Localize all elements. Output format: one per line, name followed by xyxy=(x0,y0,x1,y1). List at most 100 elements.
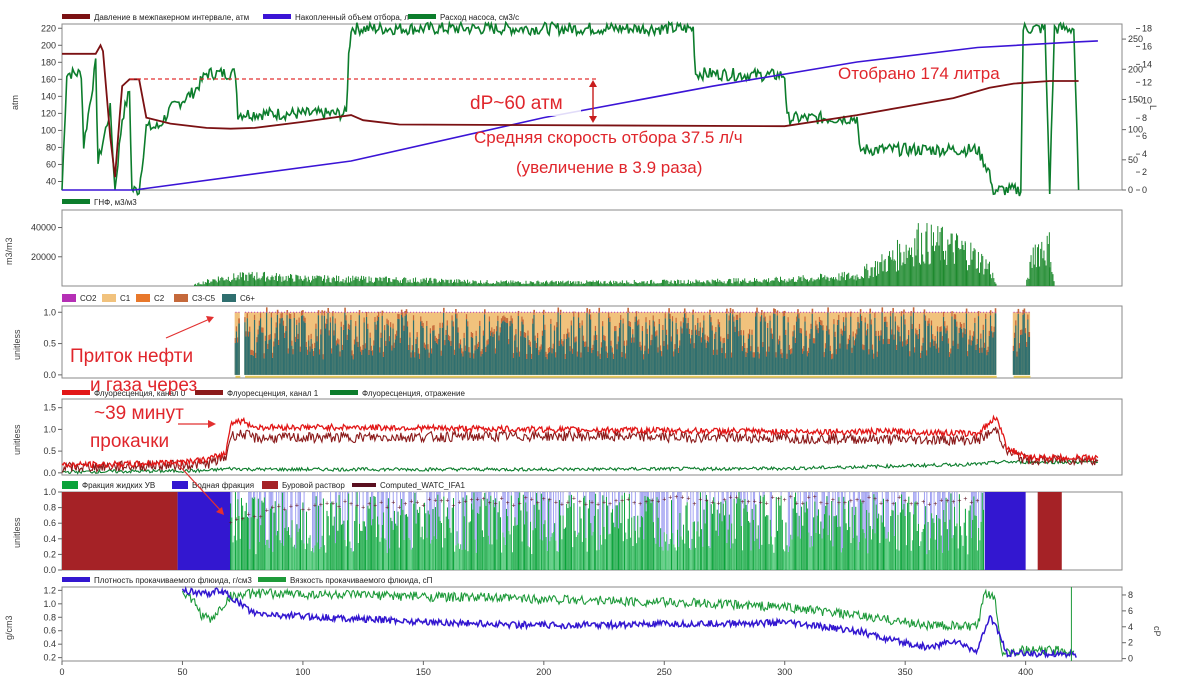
p5-ytick-left-label: 0.4 xyxy=(43,534,56,544)
p5-watc-marker: + xyxy=(951,499,955,506)
p5-watc-marker: + xyxy=(710,499,714,506)
p1-ytick-right-label: 200 xyxy=(1128,64,1143,74)
p1-ytick-right-label: 0 xyxy=(1128,185,1133,195)
p6-ytick-left-label: 0.2 xyxy=(43,653,56,663)
p4-channel1-line xyxy=(61,426,1099,474)
p5-watc-marker: + xyxy=(566,500,570,507)
p5-watc-marker: + xyxy=(897,495,901,502)
p5-watc-marker: + xyxy=(337,504,341,511)
p5-watc-marker: + xyxy=(626,497,630,504)
p5-watc-marker: + xyxy=(259,514,263,521)
p5-watc-marker: + xyxy=(397,504,401,511)
p5-watc-marker: + xyxy=(795,500,799,507)
p5-watc-marker: + xyxy=(819,500,823,507)
p1-ytick-left-label: 120 xyxy=(41,108,56,118)
p1-legend-item: Расход насоса, см3/с xyxy=(440,13,519,22)
p4-ylabel-left: unitless xyxy=(12,424,22,455)
p5-watc-marker: + xyxy=(927,501,931,508)
x-tick-label: 350 xyxy=(898,667,913,677)
inflow-annotation-line3: ~39 минут xyxy=(94,403,184,424)
p5-watc-marker: + xyxy=(307,507,311,514)
p5-ytick-left-label: 0.2 xyxy=(43,549,56,559)
p5-watc-marker: + xyxy=(229,520,233,527)
p2-legend: ГНФ, м3/м3 xyxy=(62,198,137,207)
x-tick-label: 150 xyxy=(416,667,431,677)
p5-watc-marker: + xyxy=(476,497,480,504)
p5-watc-marker: + xyxy=(325,501,329,508)
p1-ytick-right2-label: 4 xyxy=(1142,149,1147,159)
inflow-annotation-line1: Приток нефти xyxy=(70,346,193,367)
p1-rate-line xyxy=(61,20,1080,197)
p5-watc-marker: + xyxy=(265,508,269,515)
p6-plot-frame xyxy=(61,586,1123,662)
p5-watc-marker: + xyxy=(512,502,516,509)
p5-mud-block xyxy=(1037,492,1062,570)
p5-watc-marker: + xyxy=(271,505,275,512)
p6-yticks-left: 0.2 0.4 0.6 0.8 1.0 1.2 xyxy=(43,585,62,663)
p5-watc-marker: + xyxy=(500,495,504,502)
p5-watc-marker: + xyxy=(789,494,793,501)
p5-watc-marker: + xyxy=(753,499,757,506)
p5-watc-marker: + xyxy=(837,500,841,507)
p5-watc-marker: + xyxy=(680,494,684,501)
p5-watc-marker: + xyxy=(945,498,949,505)
p1-ytick-left-label: 100 xyxy=(41,125,56,135)
p4-ytick-left-label: 1.0 xyxy=(43,424,56,434)
p5-watc-marker: + xyxy=(560,501,564,508)
p5-watc-marker: + xyxy=(632,500,636,507)
p3-ytick-left-label: 0.5 xyxy=(43,339,56,349)
p5-watc-marker: + xyxy=(933,501,937,508)
p6-density-line xyxy=(181,585,1077,659)
p4-plot-frame xyxy=(61,398,1123,476)
x-axis-ticks: 0 50 100 150 200 250 300 350 400 xyxy=(59,661,1033,677)
p5-legend-item: Computed_WATC_IFA1 xyxy=(380,481,465,490)
p6-ylabel-right: cP xyxy=(1152,626,1162,637)
p5-watc-marker: + xyxy=(421,503,425,510)
p5-watc-marker: + xyxy=(608,501,612,508)
p5-legend-item: Буровой раствор xyxy=(282,481,345,490)
p1-ytick-right2-label: 6 xyxy=(1142,131,1147,141)
p5-watc-marker: + xyxy=(355,503,359,510)
p5-watc-marker: + xyxy=(650,498,654,505)
p5-watc-marker: + xyxy=(247,512,251,519)
p5-watc-marker: + xyxy=(343,498,347,505)
p5-watc-marker: + xyxy=(518,500,522,507)
p3-ytick-left-label: 0.0 xyxy=(43,370,56,380)
p5-watc-marker: + xyxy=(969,500,973,507)
p5-watc-marker: + xyxy=(283,507,287,514)
p3-series xyxy=(234,307,1031,378)
p5-watc-marker: + xyxy=(674,494,678,501)
p5-watc-marker: + xyxy=(349,501,353,508)
p2-series xyxy=(194,223,1055,286)
p5-watc-marker: + xyxy=(686,496,690,503)
p5-watc-marker: + xyxy=(861,499,865,506)
p1-pressure-line xyxy=(62,43,1079,178)
p5-watc-marker: + xyxy=(741,499,745,506)
p3-legend-item: C6+ xyxy=(240,294,255,303)
p5-watc-marker: + xyxy=(590,499,594,506)
p1-legend-item: Давление в межпакерном интервале, атм xyxy=(94,13,249,22)
p5-watc-marker: + xyxy=(698,497,702,504)
p4-legend-item: Флуоресценция, канал 1 xyxy=(227,389,319,398)
p1-yticks-right2: 0 2 4 6 8 10 12 14 16 18 xyxy=(1136,23,1152,195)
p5-watc-marker: + xyxy=(614,498,618,505)
p3-legend-item: C2 xyxy=(154,294,165,303)
p5-watc-marker: + xyxy=(373,502,377,509)
p5-watc-marker: + xyxy=(704,497,708,504)
p5-watc-marker: + xyxy=(783,497,787,504)
p6-ytick-left-label: 1.0 xyxy=(43,599,56,609)
p1-series xyxy=(61,20,1098,197)
dp-arrow xyxy=(589,80,597,123)
p5-watc-marker: + xyxy=(385,505,389,512)
p4-reflection-line xyxy=(61,459,1099,475)
p5-watc-marker: + xyxy=(361,504,365,511)
p1-ytick-right2-label: 0 xyxy=(1142,185,1147,195)
p2-ytick-left-label: 20000 xyxy=(31,252,56,262)
x-tick-label: 50 xyxy=(177,667,187,677)
p1-yticks-left: 40 60 80 100 120 140 160 180 200 220 xyxy=(41,23,62,186)
p6-legend-item: Вязкость прокачиваемого флюида, сП xyxy=(290,576,433,585)
p5-watc-marker: + xyxy=(241,516,245,523)
p5-watc-marker: + xyxy=(578,499,582,506)
p5-ytick-left-label: 1.0 xyxy=(43,487,56,497)
